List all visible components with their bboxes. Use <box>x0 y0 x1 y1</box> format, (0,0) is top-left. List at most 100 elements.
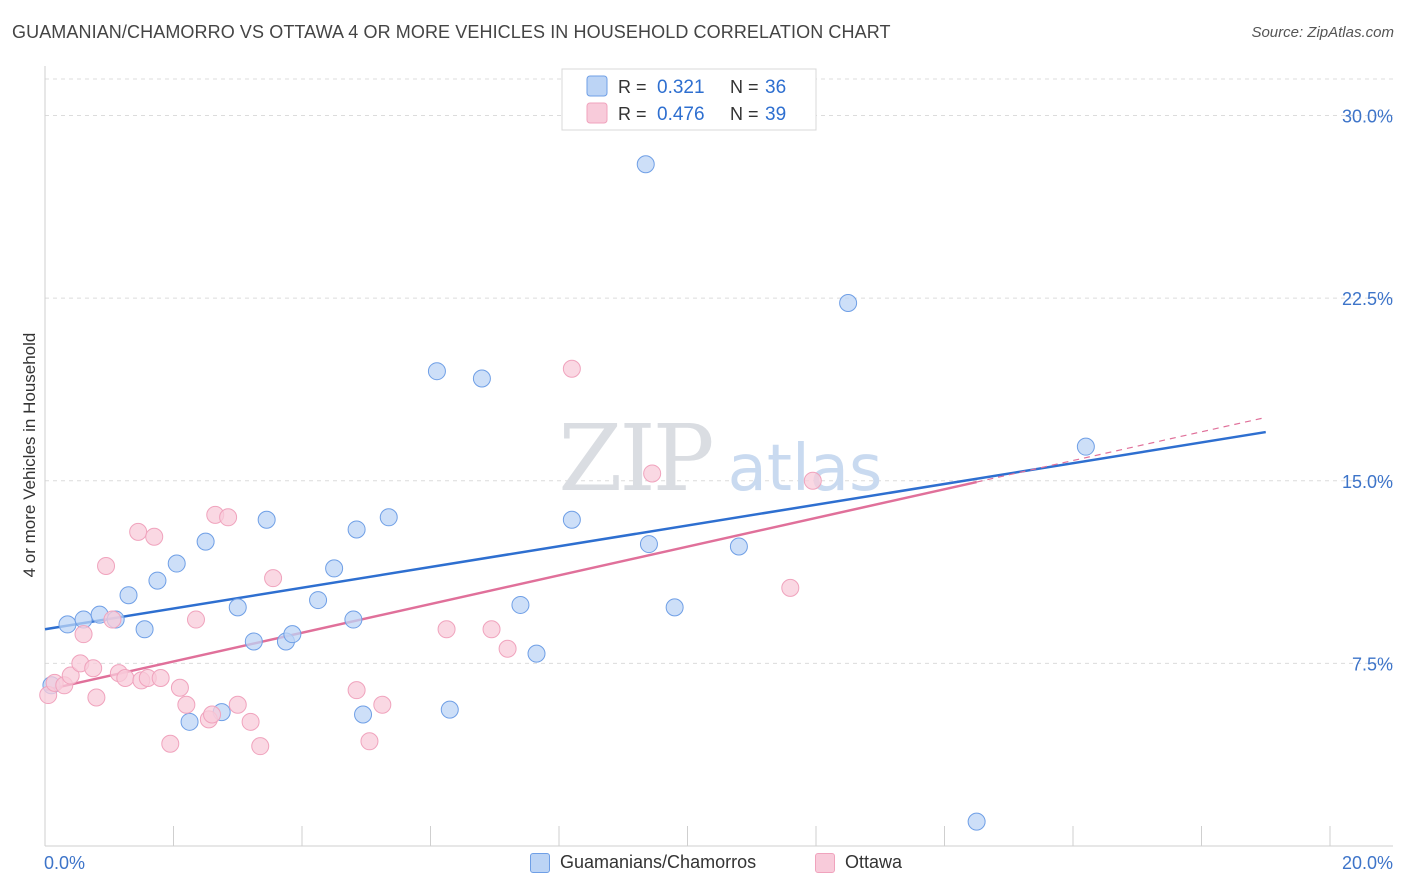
legend-swatch-guamanians-bottom <box>530 852 550 873</box>
data-point <box>729 537 748 556</box>
data-point <box>151 668 170 687</box>
legend-label-guamanians: Guamanians/Chamorros <box>560 852 757 872</box>
y-tick-label: 7.5% <box>1352 654 1393 674</box>
y-tick-labels: 7.5% 15.0% 22.5% 30.0% <box>1342 107 1393 675</box>
data-point <box>440 700 459 719</box>
data-point <box>135 620 154 639</box>
chart-title: GUAMANIAN/CHAMORRO VS OTTAWA 4 OR MORE V… <box>12 22 891 42</box>
data-point <box>665 598 684 617</box>
data-point <box>58 615 77 634</box>
x-tick-label: 20.0% <box>1342 853 1393 873</box>
data-point <box>196 532 215 551</box>
data-point <box>219 508 238 527</box>
data-point <box>839 294 858 313</box>
legend-n-value-1: 36 <box>765 77 786 98</box>
watermark: ZIP atlas <box>558 405 882 512</box>
data-point <box>1076 437 1095 456</box>
legend-swatch-ottawa <box>586 102 608 124</box>
data-point <box>562 510 581 529</box>
data-point <box>177 695 196 714</box>
data-point <box>283 625 302 644</box>
data-point <box>167 554 186 573</box>
data-point <box>61 666 80 685</box>
legend-r-value-2: 0.476 <box>657 104 705 125</box>
data-point <box>511 595 530 614</box>
legend-r-label-2: R = <box>618 104 647 124</box>
watermark-zip: ZIP <box>558 405 711 512</box>
data-point <box>148 571 167 590</box>
data-point <box>309 591 328 610</box>
y-tick-label: 15.0% <box>1342 472 1393 492</box>
data-point <box>373 695 392 714</box>
data-point <box>643 464 662 483</box>
data-point <box>347 681 366 700</box>
data-point <box>180 712 199 731</box>
data-point <box>119 586 138 605</box>
trend-line-guamanians <box>44 430 1266 631</box>
data-point <box>354 705 373 724</box>
bottom-legend: Guamanians/Chamorros Ottawa <box>0 852 1406 876</box>
data-point <box>241 712 260 731</box>
data-point <box>84 659 103 678</box>
data-point <box>379 508 398 527</box>
data-point <box>97 556 116 575</box>
watermark-atlas: atlas <box>728 432 883 506</box>
legend-n-label-2: N = <box>730 104 759 124</box>
data-point <box>145 527 164 546</box>
legend-n-value-2: 39 <box>765 104 786 125</box>
grid-lines <box>45 78 1393 664</box>
data-point <box>228 598 247 617</box>
trend-line-ottawa-extension <box>976 416 1266 483</box>
data-points <box>39 155 1095 831</box>
data-point <box>161 734 180 753</box>
legend-r-value-1: 0.321 <box>657 77 705 98</box>
data-point <box>264 569 283 588</box>
data-point <box>244 632 263 651</box>
data-point <box>498 639 517 658</box>
data-point <box>803 471 822 490</box>
data-point <box>781 578 800 597</box>
legend-n-label-1: N = <box>730 77 759 97</box>
data-point <box>427 362 446 381</box>
data-point <box>170 678 189 697</box>
legend-swatch-ottawa-bottom <box>815 852 835 873</box>
legend-label-ottawa: Ottawa <box>845 852 903 872</box>
legend-item-guamanians: Guamanians/Chamorros <box>530 852 756 873</box>
data-point <box>186 610 205 629</box>
data-point <box>636 155 655 174</box>
data-point <box>251 737 270 756</box>
trend-line-ottawa <box>44 480 977 692</box>
data-point <box>228 695 247 714</box>
data-point <box>129 522 148 541</box>
data-point <box>472 369 491 388</box>
legend-item-ottawa: Ottawa <box>815 852 902 873</box>
data-point <box>74 625 93 644</box>
y-tick-label: 30.0% <box>1342 107 1393 127</box>
legend-swatch-guamanians <box>586 75 608 97</box>
data-point <box>482 620 501 639</box>
y-tick-label: 22.5% <box>1342 289 1393 309</box>
data-point <box>527 644 546 663</box>
data-point <box>116 668 135 687</box>
data-point <box>437 620 456 639</box>
legend-r-label-1: R = <box>618 77 647 97</box>
data-point <box>360 732 379 751</box>
data-point <box>344 610 363 629</box>
data-point <box>325 559 344 578</box>
top-legend: R = 0.321 N = 36 R = 0.476 N = 39 <box>561 68 817 131</box>
data-point <box>203 705 222 724</box>
trend-lines <box>44 416 1266 692</box>
data-point <box>967 812 986 831</box>
series-ottawa <box>39 359 822 756</box>
data-point <box>347 520 366 539</box>
data-point <box>103 610 122 629</box>
axes <box>44 66 1393 847</box>
x-tick-labels: 0.0% 20.0% <box>44 853 1393 873</box>
data-point <box>87 688 106 707</box>
data-point <box>257 510 276 529</box>
source-label: Source: ZipAtlas.com <box>1251 24 1394 41</box>
x-tick-label: 0.0% <box>44 853 85 873</box>
data-point <box>562 359 581 378</box>
data-point <box>639 535 658 554</box>
